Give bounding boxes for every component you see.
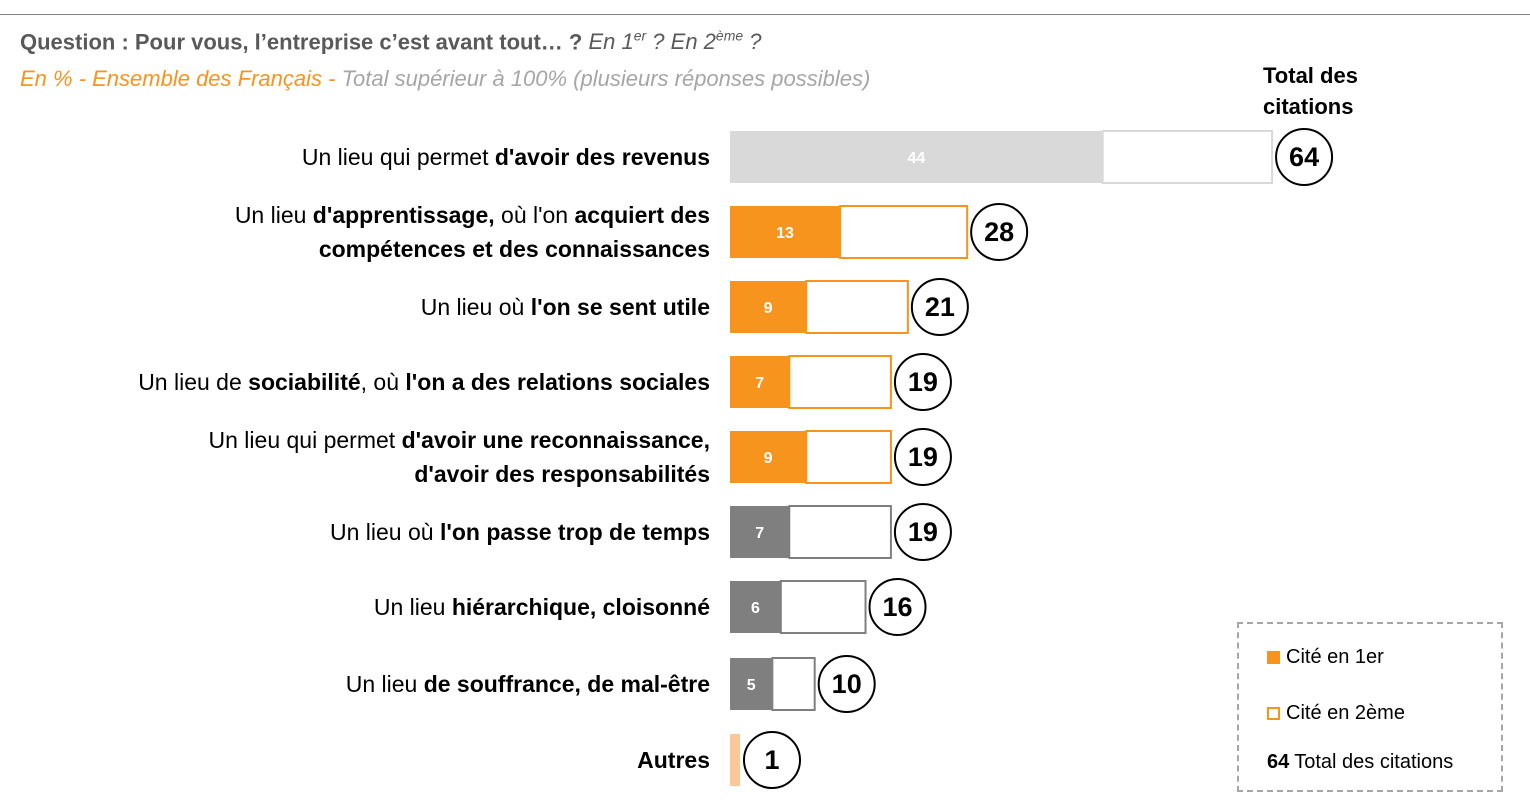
- bar-first-7: [730, 658, 773, 710]
- question-sup1: er: [633, 28, 647, 44]
- question-end: ?: [749, 29, 762, 55]
- bar-first-8: [730, 734, 740, 786]
- category-label-4-part-0: Un lieu qui permet: [208, 427, 402, 453]
- bar-second-5: [788, 505, 892, 559]
- category-label-6-part-0: Un lieu: [373, 594, 452, 620]
- legend-swatch-first: [1267, 651, 1280, 664]
- category-label-0: Un lieu qui permet d'avoir des revenus: [10, 140, 710, 174]
- bar-first-4: [730, 431, 807, 483]
- bar-value-label-5: 7: [755, 525, 764, 542]
- total-value-label-1: 28: [984, 217, 1014, 247]
- bar-value-label-1: 13: [776, 225, 794, 242]
- total-circle-7: [817, 655, 876, 713]
- bar-first-1: [730, 206, 841, 258]
- bar-first-0: [730, 131, 1103, 183]
- category-label-3: Un lieu de sociabilité, où l'on a des re…: [10, 365, 710, 399]
- category-label-3-part-3: l'on a des relations sociales: [405, 369, 710, 395]
- bar-value-label-7: 5: [747, 677, 756, 694]
- legend-label-second: Cité en 2ème: [1286, 702, 1405, 724]
- category-label-5-part-0: Un lieu où: [330, 519, 440, 545]
- bar-second-3: [788, 355, 892, 409]
- total-value-label-4: 19: [908, 442, 938, 472]
- bar-first-5: [730, 506, 790, 558]
- category-label-7: Un lieu de souffrance, de mal-être: [10, 667, 710, 701]
- total-circle-8: [743, 731, 801, 789]
- legend-label-first: Cité en 1er: [1286, 646, 1384, 668]
- total-value-label-2: 21: [925, 292, 955, 322]
- category-label-4-part-1: d'avoir une reconnaissance, d'avoir des …: [401, 427, 710, 487]
- subtitle-grey: Total supérieur à 100% (plusieurs répons…: [341, 66, 871, 91]
- bar-second-1: [839, 205, 969, 259]
- bar-first-2: [730, 281, 807, 333]
- category-label-0-part-1: d'avoir des revenus: [494, 144, 710, 170]
- category-label-1-part-3: acquiert des compétences et des connaiss…: [318, 202, 710, 262]
- category-label-1: Un lieu d'apprentissage, où l'on acquier…: [170, 198, 710, 266]
- category-label-8: Autres: [10, 743, 710, 777]
- legend-total-number: 64: [1267, 751, 1290, 773]
- question-part1: En 1: [588, 29, 634, 55]
- category-label-3-part-1: sociabilité: [248, 369, 361, 395]
- category-label-7-part-0: Un lieu: [345, 671, 424, 697]
- legend: Cité en 1er Cité en 2ème 64 Total des cit…: [1237, 622, 1503, 792]
- category-label-1-part-2: où l'on: [494, 202, 575, 228]
- category-label-1-part-1: d'apprentissage,: [312, 202, 495, 228]
- bar-value-label-2: 9: [764, 300, 773, 317]
- question-part2: ? En 2: [652, 29, 716, 55]
- category-label-5: Un lieu où l'on passe trop de temps: [10, 515, 710, 549]
- bar-first-3: [730, 356, 790, 408]
- question-prefix: Question : Pour vous, l’entreprise c’est…: [20, 29, 583, 55]
- category-label-2-part-0: Un lieu où: [420, 294, 531, 320]
- total-value-label-5: 19: [908, 517, 938, 547]
- bar-first-6: [730, 581, 781, 633]
- category-label-7-part-1: de souffrance, de mal-être: [423, 671, 710, 697]
- total-circle-0: [1275, 128, 1334, 186]
- subtitle-line: En % - Ensemble des Français - Total sup…: [20, 66, 870, 92]
- total-value-label-7: 10: [832, 669, 862, 699]
- total-circle-2: [910, 278, 969, 336]
- category-label-2-part-1: l'on se sent utile: [530, 294, 710, 320]
- bar-second-2: [805, 280, 909, 334]
- bar-second-7: [771, 657, 816, 711]
- bar-value-label-3: 7: [755, 375, 764, 392]
- subtitle-orange: En % - Ensemble des Français -: [20, 66, 336, 91]
- total-header: Total des citations: [1263, 63, 1358, 119]
- category-label-6-part-1: hiérarchique, cloisonné: [451, 594, 710, 620]
- category-label-0-part-0: Un lieu qui permet: [301, 144, 495, 170]
- bar-second-0: [1101, 130, 1274, 184]
- total-circle-4: [893, 428, 952, 486]
- total-circle-6: [868, 578, 927, 636]
- bar-second-4: [805, 430, 892, 484]
- legend-label-total: Total des citations: [1294, 751, 1454, 773]
- legend-swatch-second: [1267, 707, 1280, 720]
- total-circle-3: [893, 353, 952, 411]
- total-value-label-8: 1: [764, 745, 779, 775]
- bar-value-label-0: 44: [907, 150, 925, 167]
- total-value-label-3: 19: [908, 367, 938, 397]
- category-label-3-part-0: Un lieu de: [138, 369, 249, 395]
- total-value-label-0: 64: [1289, 142, 1319, 172]
- total-circle-5: [893, 503, 952, 561]
- top-rule: [0, 14, 1530, 15]
- category-label-8-part-0: Autres: [637, 747, 710, 773]
- category-label-4: Un lieu qui permet d'avoir une reconnais…: [140, 423, 710, 491]
- category-label-3-part-2: , où: [360, 369, 406, 395]
- category-label-6: Un lieu hiérarchique, cloisonné: [10, 590, 710, 624]
- bar-second-6: [779, 580, 867, 634]
- question-sup2: ème: [715, 28, 744, 44]
- legend-item-second: Cité en 2ème: [1267, 702, 1405, 725]
- total-circle-1: [970, 203, 1029, 261]
- bar-value-label-6: 6: [751, 600, 760, 617]
- total-value-label-6: 16: [882, 592, 912, 622]
- bar-value-label-4: 9: [764, 450, 773, 467]
- category-label-1-part-0: Un lieu: [234, 202, 313, 228]
- question-line: Question : Pour vous, l’entreprise c’est…: [20, 28, 762, 55]
- category-label-5-part-1: l'on passe trop de temps: [439, 519, 710, 545]
- legend-item-total: 64 Total des citations: [1267, 751, 1453, 774]
- category-label-2: Un lieu où l'on se sent utile: [10, 290, 710, 324]
- legend-item-first: Cité en 1er: [1267, 646, 1384, 669]
